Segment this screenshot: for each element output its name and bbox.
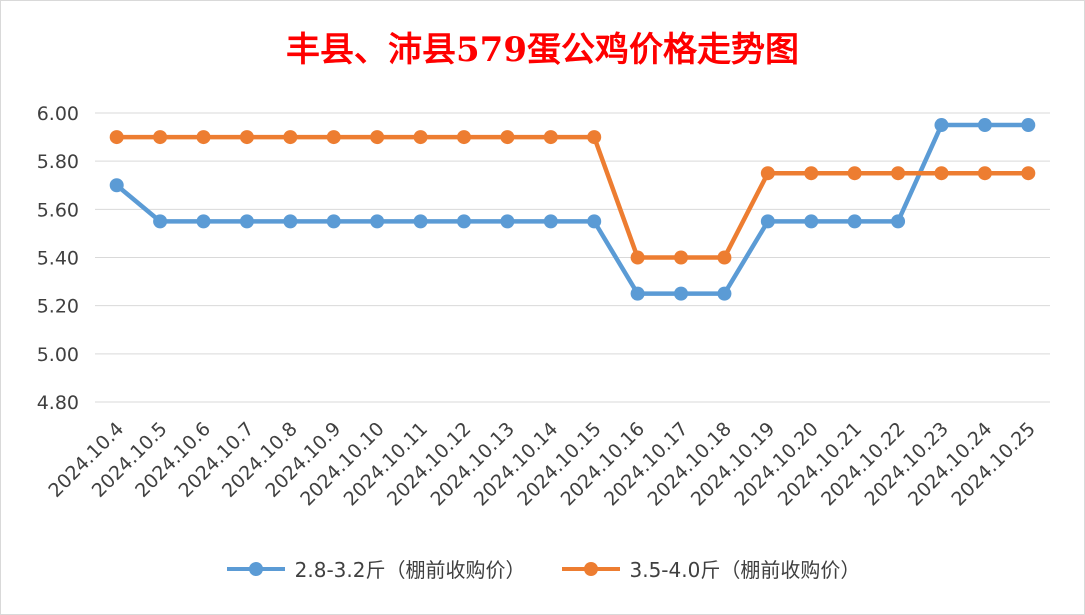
data-point-series-1 [196, 214, 211, 229]
series-line-2 [114, 134, 1031, 260]
legend-item-series-1: 2.8-3.2斤（棚前收购价） [225, 554, 526, 583]
data-point-series-1 [630, 286, 645, 301]
data-point-series-1 [456, 214, 471, 229]
data-point-series-2 [153, 130, 168, 145]
data-point-series-2 [239, 130, 254, 145]
chart-title: 丰县、沛县579蛋公鸡价格走势图 [286, 30, 799, 70]
data-point-series-1 [847, 214, 862, 229]
data-point-series-2 [630, 250, 645, 265]
data-point-series-1 [1021, 118, 1036, 133]
data-point-series-2 [370, 130, 385, 145]
data-point-series-1 [934, 118, 949, 133]
data-point-series-2 [587, 130, 602, 145]
y-tick-label: 4.80 [37, 392, 79, 414]
legend-label-series-1: 2.8-3.2斤（棚前收购价） [294, 558, 526, 582]
series-line-1 [114, 122, 1031, 296]
legend-item-series-2: 3.5-4.0斤（棚前收购价） [560, 554, 861, 583]
data-point-series-2 [760, 166, 775, 181]
data-point-series-1 [326, 214, 341, 229]
y-tick-label: 5.60 [37, 199, 79, 221]
data-point-series-1 [413, 214, 428, 229]
data-point-series-2 [674, 250, 689, 265]
data-point-series-1 [109, 178, 124, 193]
data-point-series-2 [934, 166, 949, 181]
data-point-series-1 [760, 214, 775, 229]
y-tick-label: 5.00 [37, 344, 79, 366]
data-point-series-1 [674, 286, 689, 301]
data-point-series-1 [370, 214, 385, 229]
data-point-series-2 [891, 166, 906, 181]
legend: 2.8-3.2斤（棚前收购价） 3.5-4.0斤（棚前收购价） [0, 554, 1085, 583]
data-point-series-2 [456, 130, 471, 145]
y-tick-label: 5.80 [37, 151, 79, 173]
y-tick-label: 6.00 [37, 103, 79, 125]
data-point-series-1 [587, 214, 602, 229]
data-point-series-2 [847, 166, 862, 181]
legend-marker-series-2 [561, 561, 620, 576]
data-point-series-2 [413, 130, 428, 145]
data-point-series-2 [977, 166, 992, 181]
data-point-series-1 [717, 286, 732, 301]
data-point-series-2 [1021, 166, 1036, 181]
data-point-series-2 [804, 166, 819, 181]
legend-marker-series-1 [226, 561, 285, 576]
data-point-series-1 [283, 214, 298, 229]
data-point-series-2 [717, 250, 732, 265]
data-point-series-1 [500, 214, 515, 229]
data-point-series-1 [804, 214, 819, 229]
y-tick-label: 5.40 [37, 248, 79, 270]
legend-label-series-2: 3.5-4.0斤（棚前收购价） [629, 558, 861, 582]
data-point-series-1 [543, 214, 558, 229]
data-point-series-1 [977, 118, 992, 133]
data-point-series-1 [153, 214, 168, 229]
data-point-series-1 [239, 214, 254, 229]
data-point-series-2 [543, 130, 558, 145]
data-point-series-2 [109, 130, 124, 145]
data-point-series-2 [326, 130, 341, 145]
data-point-series-1 [891, 214, 906, 229]
data-point-series-2 [500, 130, 515, 145]
y-tick-label: 5.20 [37, 296, 79, 318]
data-point-series-2 [283, 130, 298, 145]
data-point-series-2 [196, 130, 211, 145]
